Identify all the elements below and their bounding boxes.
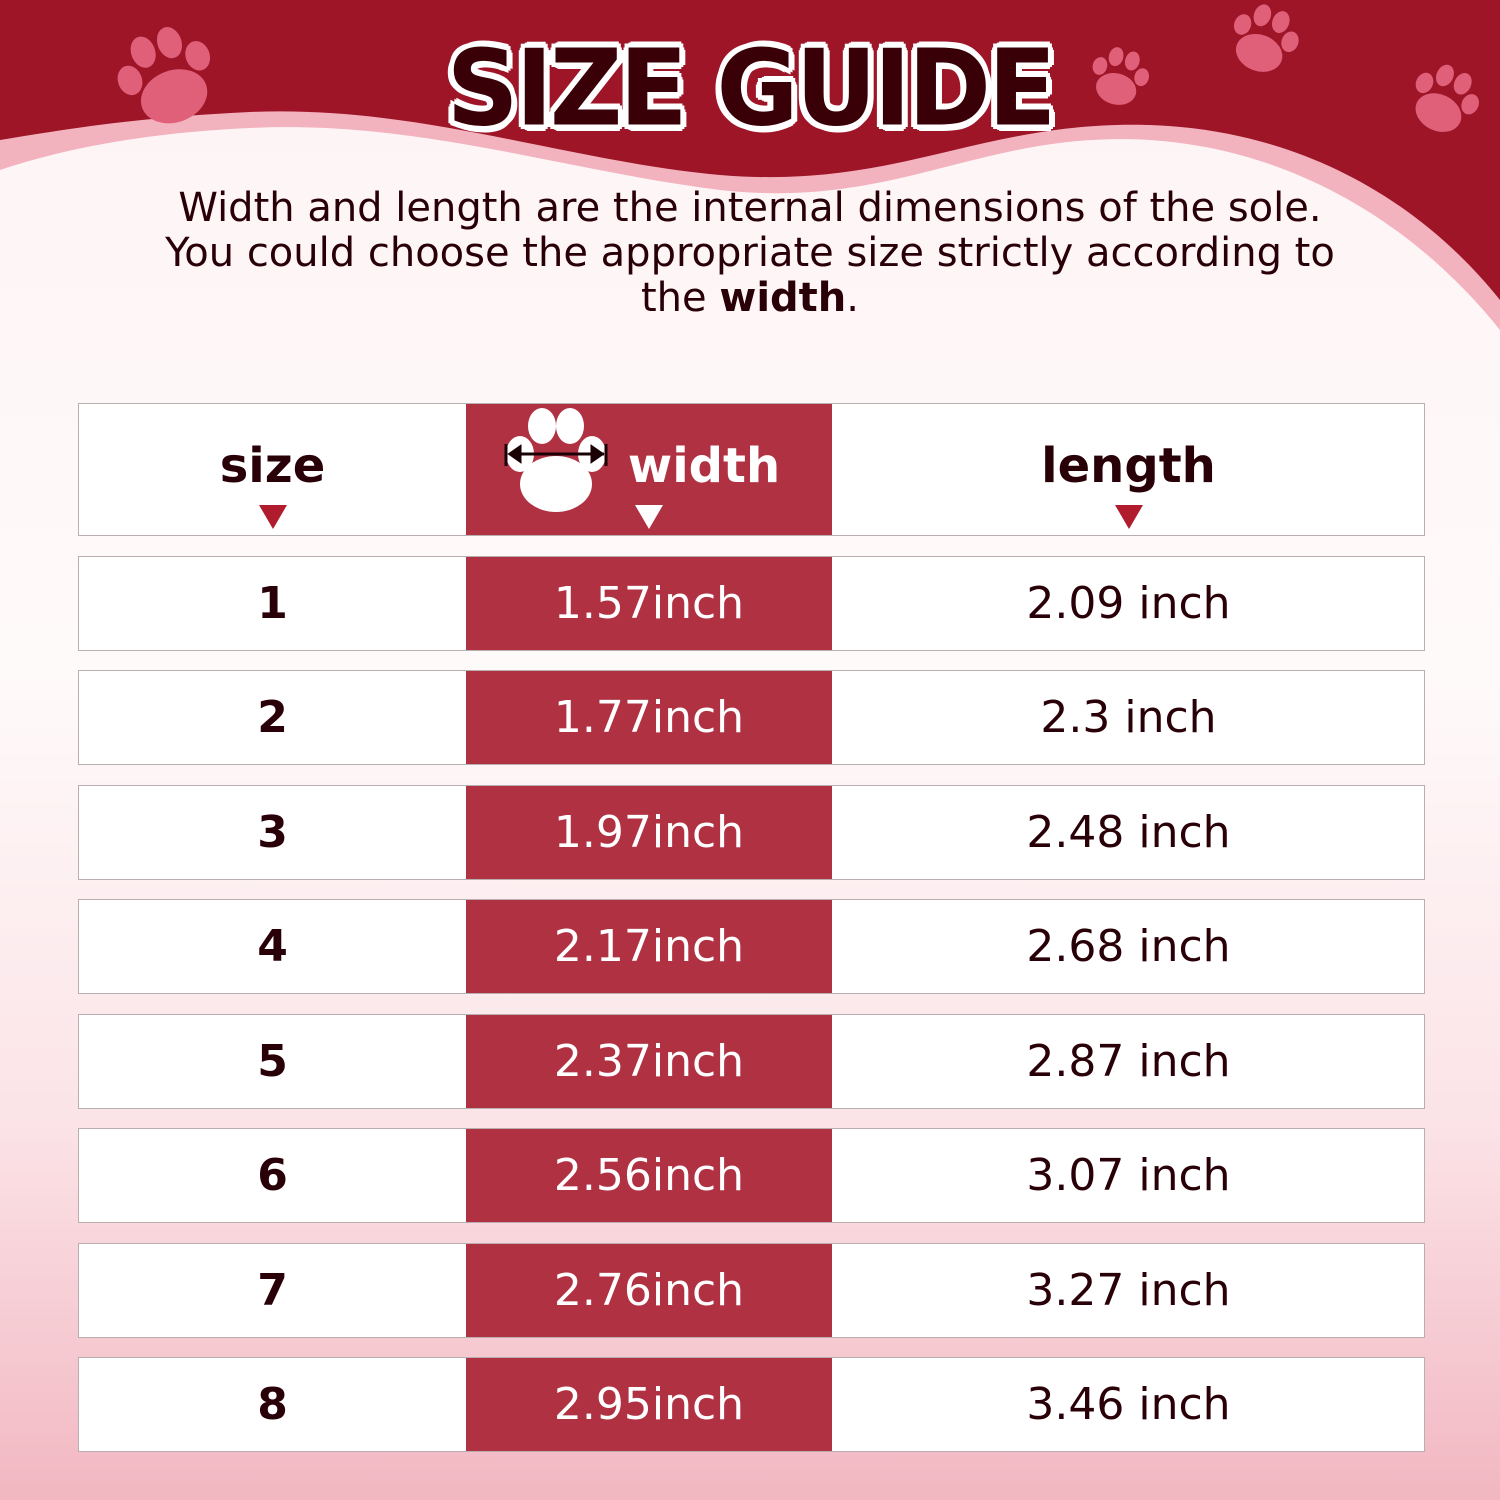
width-cell: 1.97inch [466,786,832,879]
page-title: SIZE GUIDE [446,27,1057,150]
size-cell: 6 [257,1150,288,1201]
description-text: Width and length are the internal dimens… [165,185,1335,321]
triangle-down-icon [1114,505,1143,529]
length-cell: 2.48 inch [1026,807,1231,858]
description-end: . [846,275,859,321]
triangle-down-icon [635,505,663,529]
length-cell: 3.07 inch [1026,1150,1231,1201]
width-cell: 2.17inch [466,900,832,993]
table-header-row: size width length [78,403,1425,536]
header-width-label: width [627,438,781,494]
paw-print-icon [117,4,1479,132]
length-cell: 2.09 inch [1026,578,1231,629]
size-cell: 7 [257,1265,288,1316]
size-cell: 8 [257,1379,288,1430]
table-row: 4 2.17inch 2.68 inch [78,899,1425,994]
table-row: 3 1.97inch 2.48 inch [78,785,1425,880]
length-cell: 3.27 inch [1026,1265,1231,1316]
paw-width-icon [504,408,608,512]
table-row: 8 2.95inch 3.46 inch [78,1357,1425,1452]
triangle-down-icon [258,505,287,529]
description: Width and length are the internal dimens… [150,186,1350,321]
length-cell: 2.87 inch [1026,1036,1231,1087]
width-cell: 1.57inch [466,557,832,650]
length-cell: 2.3 inch [1040,692,1217,743]
size-cell: 4 [257,921,288,972]
description-emphasis: width [719,275,847,321]
header-size-label: size [219,438,326,494]
table-row: 2 1.77inch 2.3 inch [78,670,1425,765]
size-cell: 3 [257,807,288,858]
width-cell: 2.37inch [466,1015,832,1108]
table-row: 5 2.37inch 2.87 inch [78,1014,1425,1109]
size-cell: 1 [257,578,288,629]
header-length-label: length [1041,438,1216,494]
header-width: width [466,404,832,535]
width-cell: 2.56inch [466,1129,832,1222]
length-cell: 2.68 inch [1026,921,1231,972]
table-row: 7 2.76inch 3.27 inch [78,1243,1425,1338]
size-cell: 5 [257,1036,288,1087]
length-cell: 3.46 inch [1026,1379,1231,1430]
size-cell: 2 [257,692,288,743]
header-length: length [832,404,1425,535]
table-row: 1 1.57inch 2.09 inch [78,556,1425,651]
header-wave-background [0,0,1500,330]
header-size: size [79,404,466,535]
width-cell: 2.95inch [466,1358,832,1451]
table-row: 6 2.56inch 3.07 inch [78,1128,1425,1223]
width-cell: 2.76inch [466,1244,832,1337]
width-cell: 1.77inch [466,671,832,764]
